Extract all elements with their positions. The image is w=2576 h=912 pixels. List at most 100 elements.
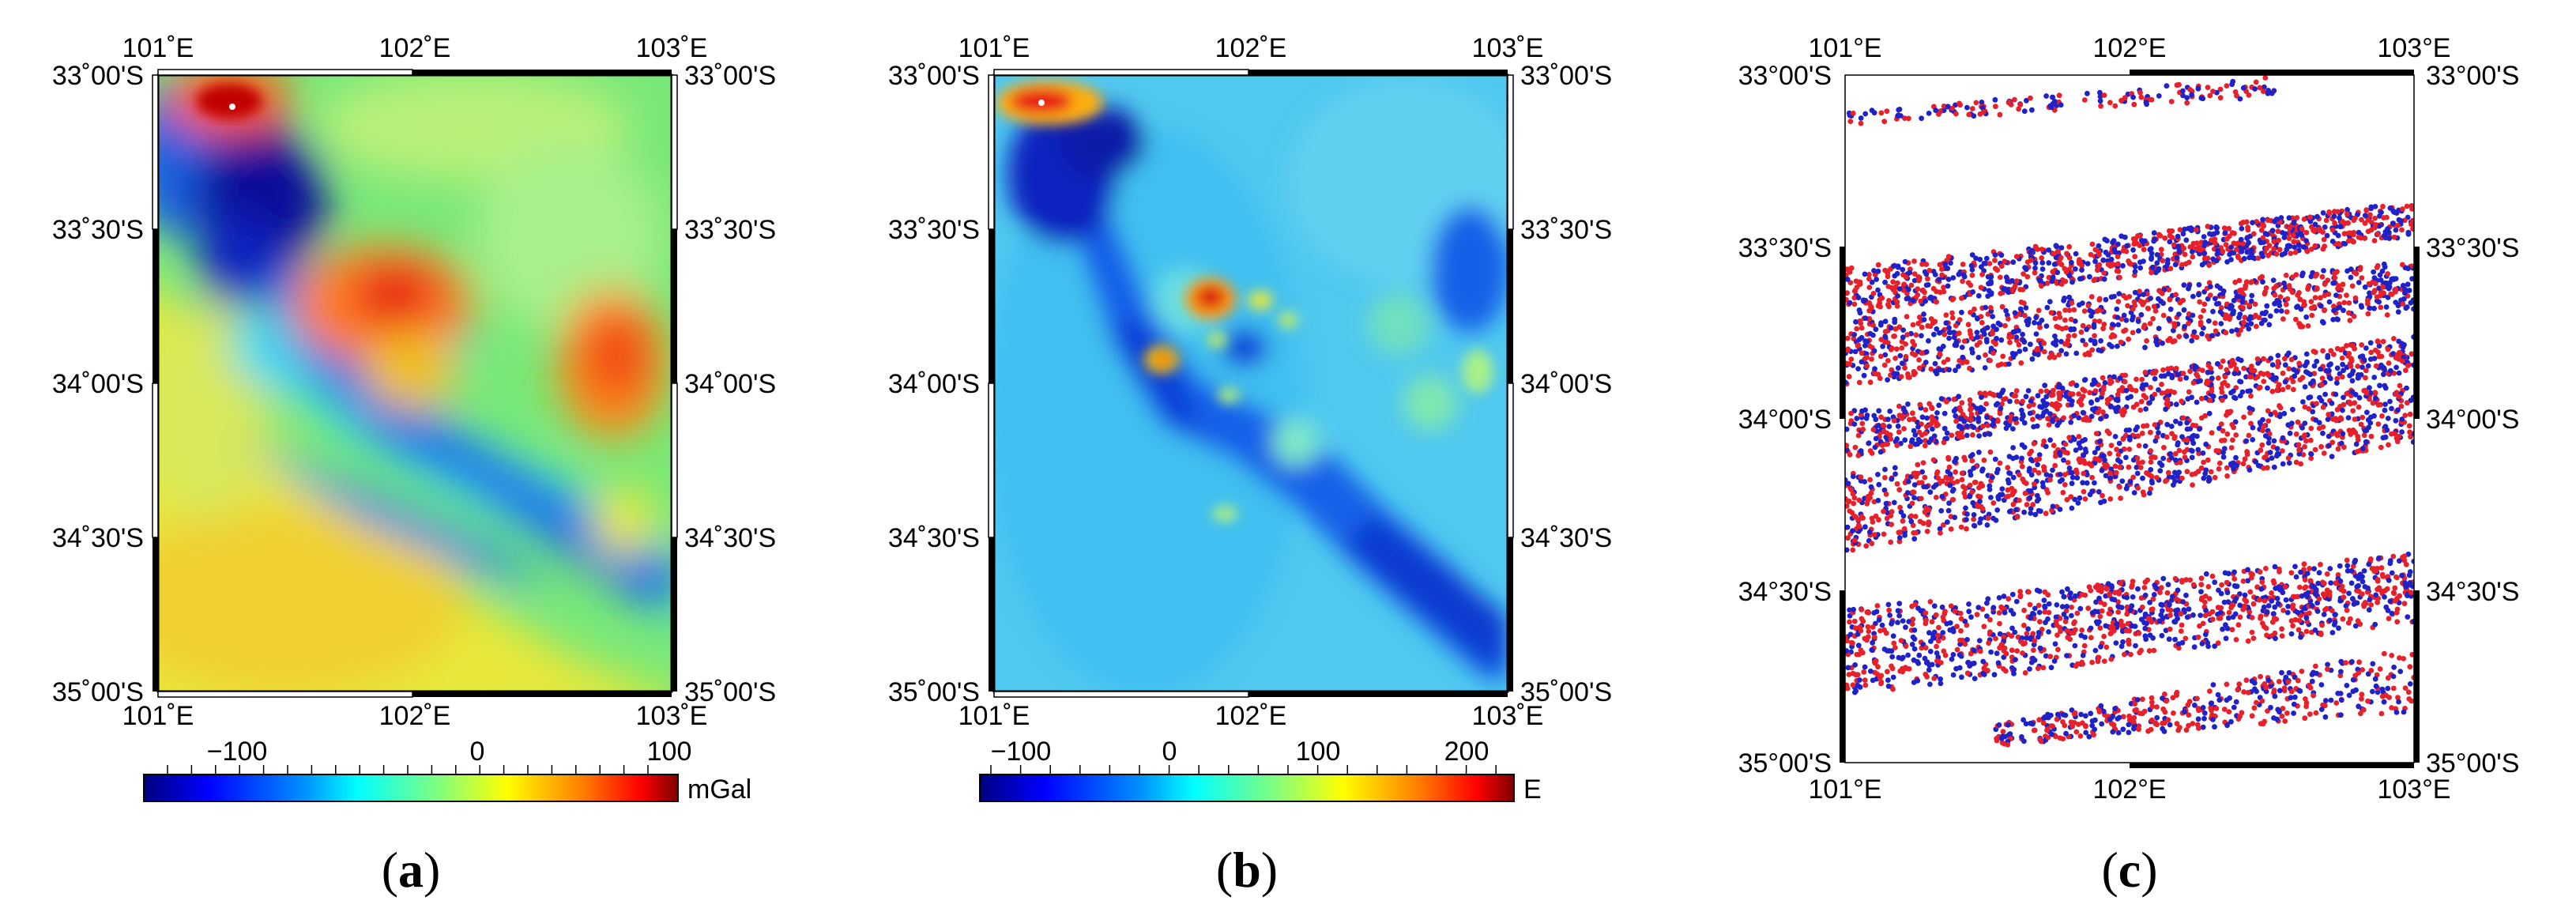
track-point	[2060, 489, 2066, 496]
track-point	[2101, 601, 2107, 608]
track-point	[2100, 390, 2105, 397]
track-point	[2367, 556, 2374, 562]
track-point	[1933, 482, 1939, 488]
track-point	[1954, 646, 1960, 653]
track-point	[2203, 441, 2209, 447]
track-point	[2257, 85, 2263, 91]
track-point	[1938, 108, 1943, 115]
track-point	[1877, 627, 1883, 634]
track-point	[2393, 300, 2399, 305]
track-point	[2210, 308, 2216, 315]
track-point	[1959, 309, 1964, 315]
track-point	[1968, 405, 1974, 412]
track-point	[1959, 345, 1965, 350]
track-point	[2243, 598, 2250, 605]
track-point	[1888, 539, 1894, 545]
track-point	[2303, 615, 2310, 621]
track-point	[1875, 287, 1881, 293]
track-point	[2156, 93, 2162, 99]
track-point	[2316, 420, 2322, 426]
track-point	[2241, 414, 2247, 420]
track-point	[2236, 277, 2243, 284]
track-point	[2234, 247, 2239, 252]
track-point	[2333, 417, 2340, 424]
track-point	[2094, 397, 2100, 403]
track-point	[1960, 354, 1966, 360]
track-point	[2183, 592, 2189, 598]
track-point	[2320, 430, 2326, 436]
track-point	[1911, 529, 1917, 536]
track-point	[2405, 363, 2411, 368]
track-point	[2061, 611, 2067, 617]
track-point	[2107, 470, 2113, 476]
track-point	[2254, 219, 2260, 224]
track-point	[2159, 390, 2165, 396]
track-point	[2068, 326, 2074, 333]
track-point	[1992, 96, 1998, 103]
track-point	[1923, 424, 1930, 430]
track-point	[2126, 434, 2133, 440]
track-point	[2138, 311, 2145, 318]
track-point	[1996, 595, 2002, 601]
track-point	[2149, 606, 2156, 612]
track-point	[2041, 340, 2047, 346]
track-point	[2297, 584, 2303, 590]
track-point	[2290, 602, 2296, 608]
track-point	[1876, 617, 1882, 623]
track-point	[2092, 338, 2098, 345]
track-point	[1950, 652, 1956, 658]
track-point	[2297, 377, 2303, 383]
track-point	[2097, 625, 2103, 631]
track-point	[2081, 97, 2088, 103]
track-point	[2335, 446, 2341, 452]
track-point	[2062, 482, 2068, 488]
track-point	[1885, 601, 1892, 608]
track-point	[1910, 616, 1916, 623]
track-point	[2307, 610, 2312, 616]
track-point	[2072, 496, 2078, 503]
track-point	[2200, 450, 2206, 456]
track-point	[2304, 594, 2310, 600]
track-point	[2340, 346, 2346, 352]
track-point	[2063, 390, 2069, 397]
track-point	[2390, 553, 2397, 560]
track-point	[2231, 394, 2237, 401]
track-point	[1881, 362, 1888, 368]
track-point	[2051, 354, 2058, 360]
track-point	[2096, 488, 2102, 495]
track-point	[2051, 262, 2058, 267]
track-point	[2351, 313, 2357, 319]
track-point	[2048, 665, 2054, 671]
track-point	[2245, 567, 2251, 573]
track-point	[1941, 360, 1947, 365]
track-point	[2163, 406, 2169, 413]
track-point	[2028, 488, 2034, 494]
track-point	[2205, 224, 2211, 229]
track-point	[1911, 277, 1918, 284]
track-point	[2350, 408, 2356, 414]
track-point	[1969, 267, 1975, 273]
track-point	[2238, 357, 2244, 364]
track-point	[1944, 398, 1949, 405]
track-point	[2325, 354, 2331, 360]
a-left-lat-2: 33˚30'S	[52, 215, 144, 245]
track-point	[1876, 481, 1882, 488]
track-point	[2304, 248, 2310, 254]
track-point	[2080, 322, 2086, 329]
track-point	[2154, 341, 2160, 348]
track-point	[1845, 524, 1851, 530]
track-point	[2254, 356, 2261, 362]
track-point	[2288, 356, 2295, 363]
track-point	[2041, 597, 2047, 603]
track-point	[1855, 682, 1861, 688]
track-point	[1858, 647, 1864, 653]
track-point	[2277, 405, 2284, 411]
b-bottom-lon-2: 102˚E	[1215, 701, 1287, 731]
track-point	[2080, 409, 2086, 416]
track-point	[2142, 592, 2149, 598]
track-point	[2124, 611, 2130, 617]
track-point	[2062, 317, 2068, 323]
track-point	[1949, 310, 1955, 316]
track-point	[2047, 355, 2053, 360]
track-point	[2149, 264, 2156, 270]
